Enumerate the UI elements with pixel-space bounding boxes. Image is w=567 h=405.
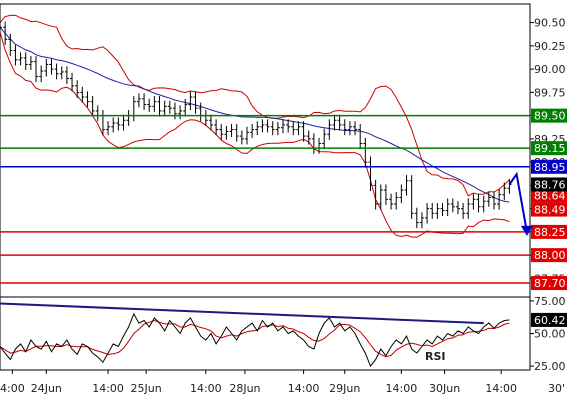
level-label: 89.50 [534,110,566,123]
last-price-label: 88.76 [534,178,566,191]
rsi-line [0,312,510,368]
level-label: 87.70 [534,277,566,290]
rsi-panel-label: RSI [425,350,446,363]
rsi-last-value-box [531,312,567,327]
band-label: 88.64 [534,190,566,203]
x-axis-tick-label: 29Jun [329,382,360,395]
level-label-box [531,141,567,156]
x-axis-tick-label: 30Jun [429,382,460,395]
price-axis-tick-label: 89.75 [534,86,566,99]
rsi-axis-tick-label: 75.00 [534,295,566,308]
moving-average-line [0,26,510,203]
x-axis-tick-label: 14:00 [190,382,222,395]
level-label-box [531,248,567,263]
x-axis-tick-label: 14:00 [386,382,418,395]
x-axis-tick-label: 4:00 [0,382,25,395]
price-axis-tick-label: 90.25 [534,40,566,53]
rsi-panel: 75.00 50.00 25.00 60.42 [0,295,567,373]
x-axis-tick-label: 24Jun [31,382,62,395]
band-label: 88.49 [534,204,566,217]
level-label: 89.15 [534,142,566,155]
level-label: 88.95 [534,161,566,174]
x-axis: 4:00 24Jun 14:00 25Jun 14:00 28Jun 14:00 29Jun 1… [0,370,517,395]
rsi-axis-tick-label: 50.00 [534,328,566,341]
rsi-last-value-label: 60.42 [534,314,566,327]
level-label-box [531,276,567,291]
level-label-box [531,224,567,239]
x-axis-tick-label: 14:00 [288,382,320,395]
timeframe-label: 30' [548,382,565,395]
forecast-arrow [508,171,528,233]
price-panel: 90.5090.2590.0089.7589.5089.2589.0088.75… [0,3,567,298]
band-label-box [531,188,567,203]
last-price-box [531,177,567,192]
rsi-signal-line [0,319,510,358]
price-axis-tick-label: 90.50 [534,17,566,30]
x-axis-tick-label: 28Jun [229,382,260,395]
bollinger-upper-band [0,14,510,197]
bollinger-lower-band [0,31,510,238]
rsi-trendline [0,302,484,325]
price-panel-frame [0,3,531,298]
rsi-axis-tick-label: 25.00 [534,360,566,373]
price-axis-tick-label: 90.00 [534,63,566,76]
x-axis-tick-label: 14:00 [92,382,124,395]
level-label: 88.25 [534,226,566,239]
level-label-box [531,108,567,123]
x-axis-tick-label: 14:00 [485,382,517,395]
rsi-panel-frame [0,296,531,371]
level-label: 88.00 [534,249,566,262]
band-label-box [531,202,567,217]
level-label-box [531,159,567,174]
x-axis-tick-label: 25Jun [131,382,162,395]
forecast-arrow-head [520,225,533,236]
